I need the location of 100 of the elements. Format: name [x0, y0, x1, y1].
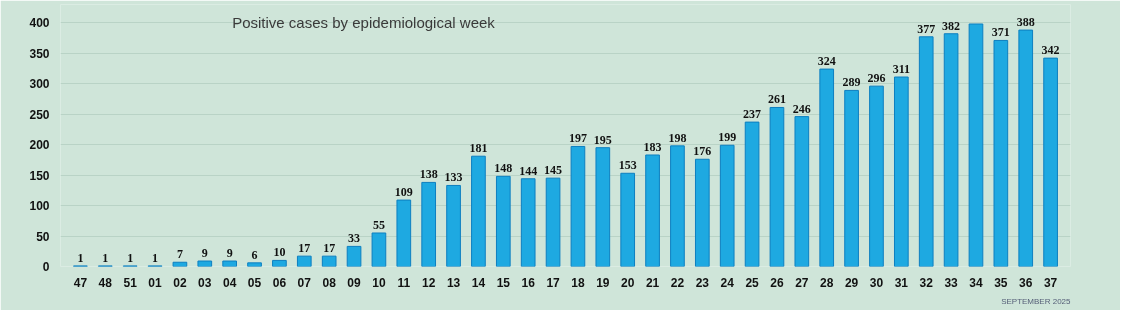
data-label: 377	[917, 21, 936, 36]
data-label: 382	[942, 18, 961, 33]
x-tick-label: 02	[173, 275, 187, 290]
data-label: 109	[394, 185, 413, 200]
x-tick-label: 32	[919, 275, 934, 290]
bar	[545, 177, 561, 267]
bar	[346, 245, 362, 267]
bar	[222, 260, 237, 267]
x-tick-label: 07	[297, 275, 312, 290]
data-label: 342	[1041, 43, 1060, 58]
x-tick-label: 30	[869, 275, 884, 290]
data-label: 17	[323, 241, 336, 256]
x-tick-label: 05	[247, 275, 262, 290]
x-tick-label: 19	[596, 275, 610, 290]
bar	[321, 255, 337, 267]
data-label: 261	[767, 92, 786, 107]
bar	[595, 147, 611, 267]
data-label: 199	[718, 130, 737, 145]
x-tick-label: 01	[148, 275, 163, 290]
x-tick-label: 20	[621, 275, 635, 290]
bar	[495, 175, 511, 267]
data-label: 153	[618, 158, 637, 173]
data-label: 1	[127, 250, 134, 265]
x-tick-label: 25	[745, 275, 760, 290]
bar	[993, 39, 1009, 267]
bar	[943, 33, 959, 267]
x-tick-label: 16	[521, 275, 536, 290]
data-label: 145	[544, 163, 563, 178]
x-tick-label: 27	[795, 275, 809, 290]
y-tick-label: 250	[29, 107, 50, 122]
x-tick-label: 37	[1043, 275, 1058, 290]
data-label: 311	[892, 62, 911, 77]
x-tick-label: 36	[1019, 275, 1033, 290]
y-tick-label: 0	[42, 260, 50, 274]
data-label: 144	[519, 163, 538, 178]
x-tick-label: 33	[944, 275, 959, 290]
bar	[670, 145, 685, 267]
data-label: 1	[102, 250, 109, 265]
bar	[794, 116, 810, 267]
bar	[247, 262, 262, 267]
x-tick-label: 10	[372, 275, 386, 290]
bar	[968, 23, 984, 267]
bar	[421, 181, 437, 267]
x-tick-label: 15	[496, 275, 511, 290]
x-tick-label: 26	[770, 275, 784, 290]
data-label: 296	[867, 71, 886, 86]
bar	[296, 255, 312, 267]
data-label: 55	[372, 217, 385, 232]
x-tick-label: 03	[198, 275, 212, 290]
data-label: 33	[348, 231, 361, 246]
x-tick-label: 12	[422, 275, 436, 290]
data-label: 195	[593, 132, 612, 147]
bar	[694, 158, 710, 267]
bar	[446, 184, 461, 267]
bar	[844, 89, 859, 267]
x-tick-label: 04	[222, 275, 237, 290]
data-label: 176	[693, 144, 712, 159]
bar	[869, 85, 884, 267]
x-tick-label: 29	[844, 275, 859, 290]
y-tick-label: 350	[29, 46, 50, 61]
bar	[396, 199, 412, 267]
data-label: 10	[273, 245, 286, 260]
bar	[620, 172, 636, 267]
bar	[272, 259, 287, 267]
x-tick-label: 09	[347, 275, 362, 290]
x-tick-label: 34	[969, 275, 983, 290]
data-label: 324	[817, 54, 836, 69]
bar	[918, 36, 934, 267]
x-tick-label: 47	[73, 275, 88, 290]
data-label: 371	[991, 25, 1010, 40]
bar	[1018, 29, 1034, 267]
bar	[719, 144, 735, 267]
y-tick-label: 200	[29, 138, 50, 153]
data-label: 7	[176, 247, 183, 262]
y-tick-label: 400	[29, 16, 50, 31]
y-tick-label: 50	[36, 229, 50, 244]
data-label: 1	[77, 250, 84, 265]
y-tick-label: 150	[29, 168, 50, 183]
data-label: 246	[792, 101, 811, 116]
x-tick-label: 51	[123, 275, 138, 290]
data-label: 6	[251, 247, 258, 262]
data-label: 133	[444, 170, 463, 185]
y-tick-label: 100	[29, 199, 50, 214]
x-tick-label: 31	[894, 275, 909, 290]
x-tick-label: 14	[471, 275, 486, 290]
x-tick-label: 17	[546, 275, 561, 290]
data-label: 183	[643, 140, 662, 154]
data-label: 9	[226, 246, 233, 261]
x-tick-label: 48	[98, 275, 113, 290]
data-label: 237	[743, 107, 762, 122]
data-label: 181	[469, 141, 488, 156]
bar	[819, 68, 835, 267]
data-label: 1	[152, 250, 159, 265]
data-label: 198	[668, 130, 687, 145]
x-tick-label: 22	[670, 275, 685, 290]
bar	[371, 232, 387, 267]
bar	[197, 260, 213, 267]
x-tick-label: 23	[695, 275, 710, 290]
bar	[894, 76, 909, 267]
data-label: 289	[842, 75, 861, 90]
